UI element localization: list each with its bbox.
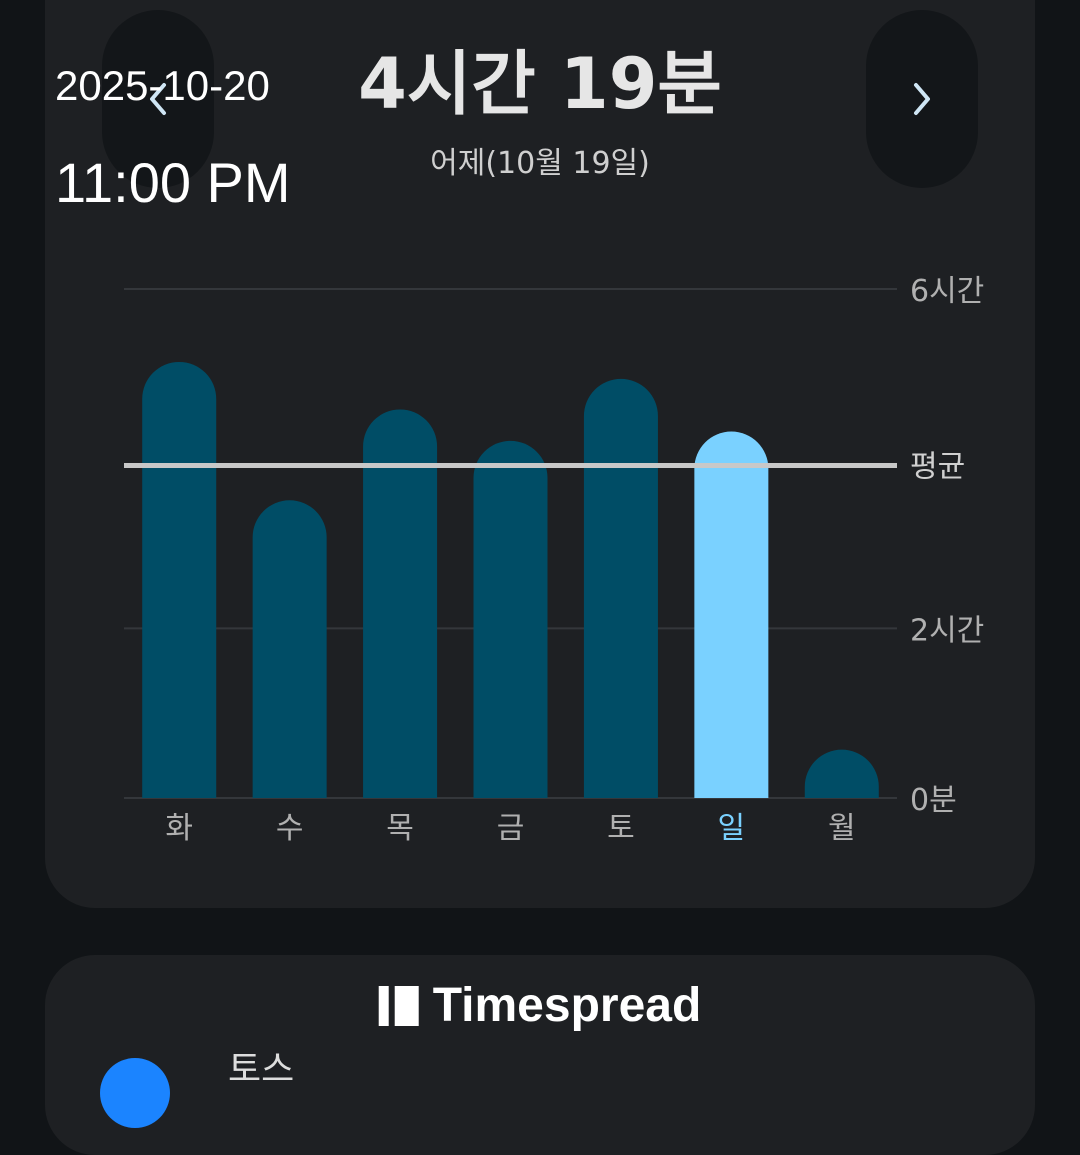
- y-tick-label: 6시간: [910, 274, 984, 309]
- next-day-button[interactable]: [866, 10, 978, 188]
- y-tick-label: 0분: [910, 783, 957, 818]
- overlay-time: 11:00 PM: [55, 151, 291, 214]
- bar-일[interactable]: [694, 431, 769, 798]
- bar-목[interactable]: [363, 409, 438, 798]
- date-label: 어제(10월 19일): [430, 146, 650, 181]
- x-tick-label: 수: [276, 811, 304, 846]
- x-tick-label: 일: [718, 811, 746, 846]
- average-label: 평균: [910, 449, 965, 484]
- brand-watermark: Timespread: [378, 978, 702, 1033]
- x-tick-label: 화: [165, 811, 193, 846]
- bar-금[interactable]: [473, 440, 548, 798]
- x-tick-label: 토: [607, 811, 635, 846]
- previous-day-button[interactable]: [102, 10, 214, 188]
- toss-app-icon[interactable]: [100, 1058, 170, 1128]
- x-tick-label: 목: [386, 811, 414, 846]
- x-tick-label: 금: [497, 811, 525, 846]
- bar-월[interactable]: [804, 749, 879, 798]
- bar-화[interactable]: [142, 361, 217, 798]
- chevron-left-icon: [150, 83, 166, 115]
- x-tick-label: 월: [828, 811, 856, 846]
- timespread-logo-icon: [378, 985, 419, 1026]
- overlay-date: 2025-10-20: [55, 62, 270, 109]
- total-screen-time: 4시간 19분: [358, 43, 722, 125]
- y-tick-label: 2시간: [910, 613, 984, 648]
- bar-토[interactable]: [583, 378, 658, 798]
- app-name[interactable]: 토스: [228, 1049, 295, 1090]
- bar-수[interactable]: [252, 500, 327, 798]
- brand-name: Timespread: [432, 979, 702, 1032]
- chevron-right-icon: [914, 83, 930, 115]
